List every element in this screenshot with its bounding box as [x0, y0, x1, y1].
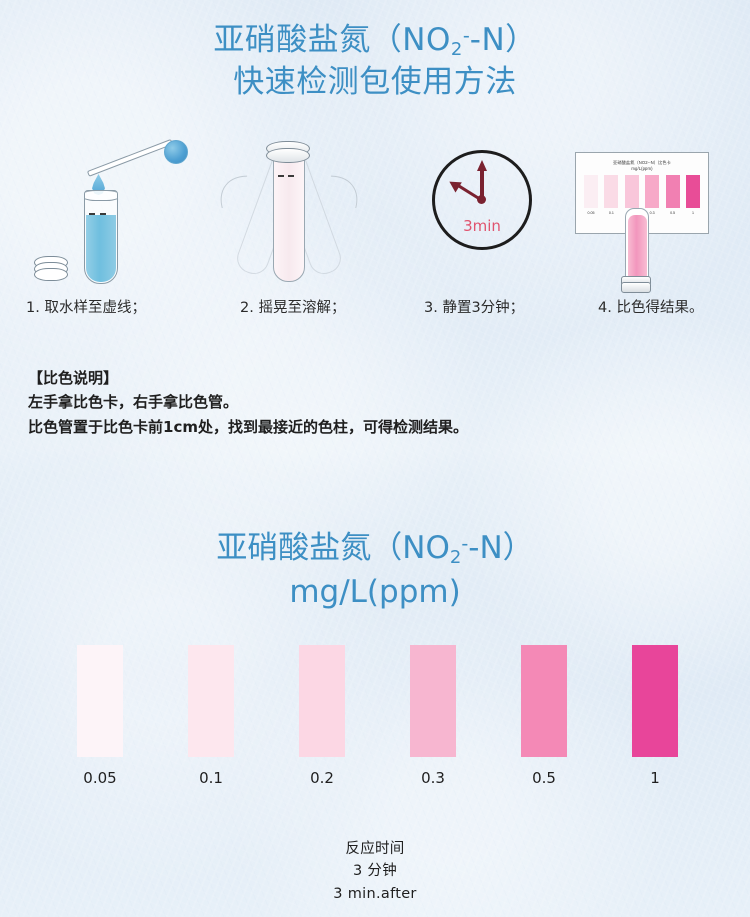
comparison-tube-fill	[627, 215, 647, 277]
top-title-line2: 快速检测包使用方法	[233, 64, 517, 101]
test-tube-rim	[85, 191, 117, 201]
mini-swatch	[624, 175, 639, 208]
step-4-caption: 4. 比色得结果。	[598, 300, 704, 316]
formula-charge: -	[462, 23, 470, 47]
clock-icon: 3min	[432, 150, 532, 250]
color-swatch	[632, 645, 678, 757]
step-2-caption: 2. 摇晃至溶解；	[240, 300, 346, 316]
note-heading: 【比色说明】	[28, 369, 119, 387]
color-column: 0.5	[516, 645, 572, 787]
dashed-fill-line	[89, 213, 106, 215]
color-column: 0.05	[72, 645, 128, 787]
mini-swatch-label: 0.3	[649, 211, 655, 215]
reaction-time-value-en: 3 min.after	[333, 885, 417, 902]
color-swatch-label: 0.5	[532, 769, 556, 787]
mini-swatch	[685, 175, 700, 208]
color-column: 0.3	[405, 645, 461, 787]
chart-title-line1: 亚硝酸盐氮（NO2--N）	[216, 530, 534, 569]
pipette-bulb-icon	[164, 140, 188, 164]
mini-swatch	[645, 175, 660, 208]
step-captions: 1. 取水样至虚线； 2. 摇晃至溶解； 3. 静置3分钟； 4. 比色得结果。	[0, 296, 750, 320]
mini-swatch	[665, 175, 680, 208]
note-line-2: 比色管置于比色卡前1cm处，找到最接近的色柱，可得检测结果。	[28, 417, 468, 436]
mini-swatch-label: 0.05	[587, 211, 595, 215]
formula-subscript: 2	[450, 39, 463, 61]
color-column: 0.2	[294, 645, 350, 787]
instructions-note-block: 【比色说明】 左手拿比色卡，右手拿比色管。 比色管置于比色卡前1cm处，找到最接…	[28, 366, 468, 439]
reaction-time-label: 反应时间	[345, 841, 405, 857]
mini-swatch-label: 0.1	[608, 211, 614, 215]
reaction-time-value-cn: 3 分钟	[352, 863, 398, 880]
color-swatch-label: 0.05	[83, 769, 117, 787]
clock-hour-arrowhead	[446, 176, 462, 193]
dashed-fill-line	[278, 175, 294, 177]
tube-cap-icon	[34, 256, 68, 281]
mini-card-swatches	[584, 175, 700, 208]
color-swatch	[77, 645, 123, 757]
top-title-line1: 亚硝酸盐氮（NO2--N）	[213, 22, 537, 61]
formula-charge: -	[461, 531, 469, 555]
steps-illustrations: 3min 亚硝酸盐氮（NO2--N）比色卡 mg/L(ppm)	[0, 138, 750, 325]
clock-time-label: 3min	[463, 217, 501, 235]
mini-swatch-label: 1	[691, 211, 694, 215]
mini-swatch-label: 0.5	[670, 211, 676, 215]
color-column: 0.1	[183, 645, 239, 787]
step-3-caption: 3. 静置3分钟；	[424, 300, 525, 316]
tube-cap-icon	[621, 276, 651, 293]
step-1-caption: 1. 取水样至虚线；	[26, 300, 146, 316]
capped-test-tube-icon	[273, 158, 305, 282]
mini-swatch	[584, 175, 598, 208]
clock-minute-arrowhead	[476, 160, 487, 171]
clock-center-pin	[477, 195, 486, 204]
test-tube-water-fill	[86, 214, 116, 282]
pipette-icon	[82, 138, 190, 182]
clock-minute-hand	[480, 164, 484, 200]
mini-swatch	[604, 175, 619, 208]
color-swatch-label: 0.2	[310, 769, 334, 787]
mini-card-title: 亚硝酸盐氮（NO2--N）比色卡 mg/L(ppm)	[613, 160, 671, 172]
color-swatch-label: 0.1	[199, 769, 223, 787]
chart-title-units: mg/L(ppm)	[289, 573, 461, 610]
step-2-illustration	[196, 140, 382, 290]
note-line-1: 左手拿比色卡，右手拿比色管。	[28, 393, 239, 412]
step-1-illustration	[14, 138, 200, 290]
reaction-time-footer: 反应时间 3 分钟 3 min.after	[0, 838, 750, 905]
color-swatch	[521, 645, 567, 757]
color-comparison-chart: 0.05 0.1 0.2 0.3 0.5 1	[0, 645, 750, 795]
tube-cap-icon	[266, 141, 310, 163]
chart-title: 亚硝酸盐氮（NO2--N） mg/L(ppm)	[0, 527, 750, 614]
step-3-illustration: 3min	[385, 140, 571, 290]
color-swatch	[299, 645, 345, 757]
step-4-illustration: 亚硝酸盐氮（NO2--N）比色卡 mg/L(ppm) 0.05 0.1 0.2 …	[564, 140, 750, 293]
formula-subscript: 2	[449, 547, 462, 569]
pipette-stem-icon	[86, 138, 174, 177]
color-swatch	[188, 645, 234, 757]
top-title: 亚硝酸盐氮（NO2--N） 快速检测包使用方法	[0, 20, 750, 104]
color-swatch	[410, 645, 456, 757]
test-tube-icon	[84, 190, 118, 284]
color-column: 1	[627, 645, 683, 787]
color-swatch-label: 0.3	[421, 769, 445, 787]
color-swatch-label: 1	[650, 769, 660, 787]
